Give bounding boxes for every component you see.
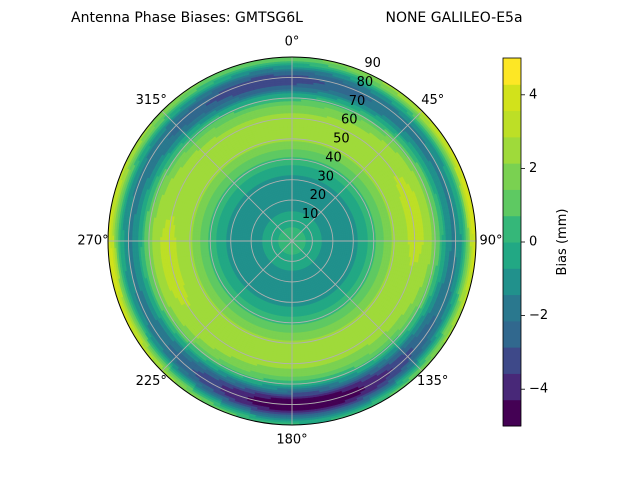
chart-title-left: Antenna Phase Biases: GMTSG6L: [71, 10, 303, 26]
polar-plot: 0°45°90°135°180°225°270°315° 10203040506…: [77, 35, 502, 448]
chart-title-right: NONE GALILEO-E5a: [385, 10, 522, 26]
